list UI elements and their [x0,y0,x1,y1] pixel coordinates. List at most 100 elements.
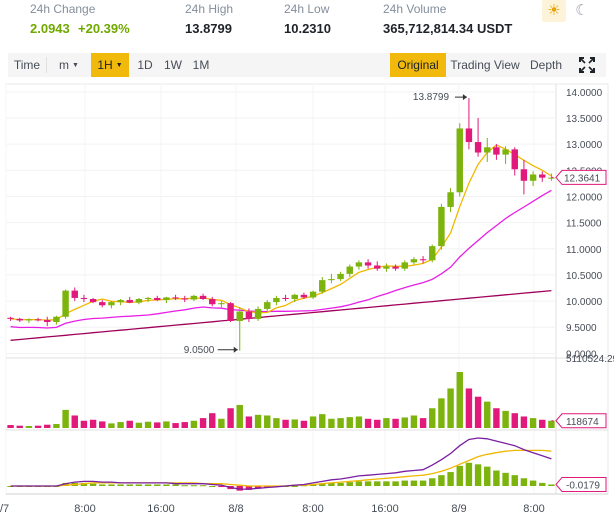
volume-bar [163,421,170,428]
interval-hour-dropdown[interactable]: 1H ▼ [91,53,129,77]
macd-histogram-bar [539,482,546,486]
stat-24h-high-label: 24h High [185,2,234,16]
caret-down-icon: ▼ [115,61,123,69]
volume-bar [236,404,243,428]
macd-histogram-bar [7,486,14,487]
candle-body [309,291,317,298]
volume-bar [62,409,69,428]
candle-body [62,290,69,317]
high-arrow-head [462,94,467,101]
high-price-annotation: 13.8799 [413,92,450,103]
macd-histogram-bar [209,486,216,487]
dark-theme-moon-icon[interactable]: ☾ [575,2,589,19]
volume-bar [355,416,363,428]
volume-bar [16,425,23,428]
time-tick-label: 8/9 [451,503,466,515]
price-tick-label: 13.5000 [566,114,603,125]
ma-mid-line [10,189,552,329]
macd-histogram-bar [438,475,445,486]
candle-body [474,142,482,153]
candle-body [401,262,408,269]
volume-bar [337,418,344,428]
volume-bar [108,423,115,428]
candle-body [44,319,51,322]
macd-histogram-bar [62,482,69,486]
candle-body [355,262,363,267]
macd-histogram-bar [328,482,335,486]
volume-bar [484,401,491,428]
last-price-label: 12.3641 [564,173,601,184]
candle-body [199,295,207,299]
candle-body [264,302,271,309]
volume-bar [438,398,445,428]
fullscreen-button[interactable] [572,53,602,77]
volume-bar [401,417,408,428]
macd-histogram-bar [383,481,390,486]
candle-body [245,311,253,319]
macd-histogram-bar [264,486,271,488]
interval-1m-button[interactable]: 1M [192,58,210,72]
volume-max-label: 5110524.29 [566,354,614,365]
view-original-tab[interactable]: Original [390,53,446,77]
candle-body [273,297,280,303]
volume-bar [227,408,234,428]
view-trading-view-tab[interactable]: Trading View [450,58,520,72]
volume-bar [71,415,78,428]
interval-1w-button[interactable]: 1W [164,58,182,72]
time-tick-label: 16:00 [371,503,399,515]
stat-24h-volume-value: 365,712,814.34 USDT [383,21,513,36]
volume-bar [520,416,528,428]
interval-minutes-dropdown[interactable]: m ▼ [47,53,91,77]
time-tick-label: 8:00 [523,503,544,515]
candle-body [16,318,23,321]
time-tick-label: 8:00 [302,503,323,515]
volume-bar [511,413,518,428]
ma-short-line [10,144,552,321]
interval-1d-button[interactable]: 1D [137,58,153,72]
macd-histogram-bar [346,482,353,486]
volume-bar [199,418,207,428]
macd-histogram-bar [511,475,518,486]
volume-bar [44,424,51,428]
volume-bar [273,418,280,428]
candle-body [34,319,42,321]
macd-histogram-bar [135,484,143,486]
macd-histogram-bar [520,478,528,486]
macd-histogram-bar [199,485,207,487]
volume-bar [89,419,97,428]
view-depth-tab[interactable]: Depth [529,58,563,72]
candle-body [438,206,445,247]
interval-time-button[interactable]: Time [13,58,41,72]
candle-body [53,316,60,322]
candle-body [282,297,289,299]
volume-bar [300,420,308,428]
macd-histogram-bar [218,486,225,487]
price-tick-label: 14.0000 [566,88,603,99]
price-tick-label: 9.5000 [566,323,597,334]
candle-body [181,298,188,300]
candle-body [89,298,97,303]
candle-body [25,319,33,321]
candle-body [419,259,427,261]
last-price-tag [555,169,607,185]
volume-bar [465,388,473,428]
candle-body [337,273,344,280]
macd-histogram-bar [410,480,418,486]
price-tick-label: 13.0000 [566,140,603,151]
chart-axes: 14.000013.500013.000012.500012.000011.50… [0,88,614,515]
chart-grid [5,83,609,495]
stat-24h-high-value: 13.8799 [185,21,232,36]
candle-body [154,297,161,301]
volume-bar [190,420,198,428]
candle-body [190,295,198,300]
volume-bar [456,372,463,428]
stat-24h-low-label: 24h Low [284,2,330,16]
candle-body [456,128,463,193]
light-theme-sun-icon[interactable]: ☀ [542,0,566,22]
candle-body [465,128,473,143]
chart-toolbar: Time m ▼ 1H ▼ 1D 1W 1M Original Trading Vi… [8,53,606,77]
volume-bar [7,425,14,428]
macd-histogram-bar [529,480,537,486]
volume-bar [309,416,317,428]
